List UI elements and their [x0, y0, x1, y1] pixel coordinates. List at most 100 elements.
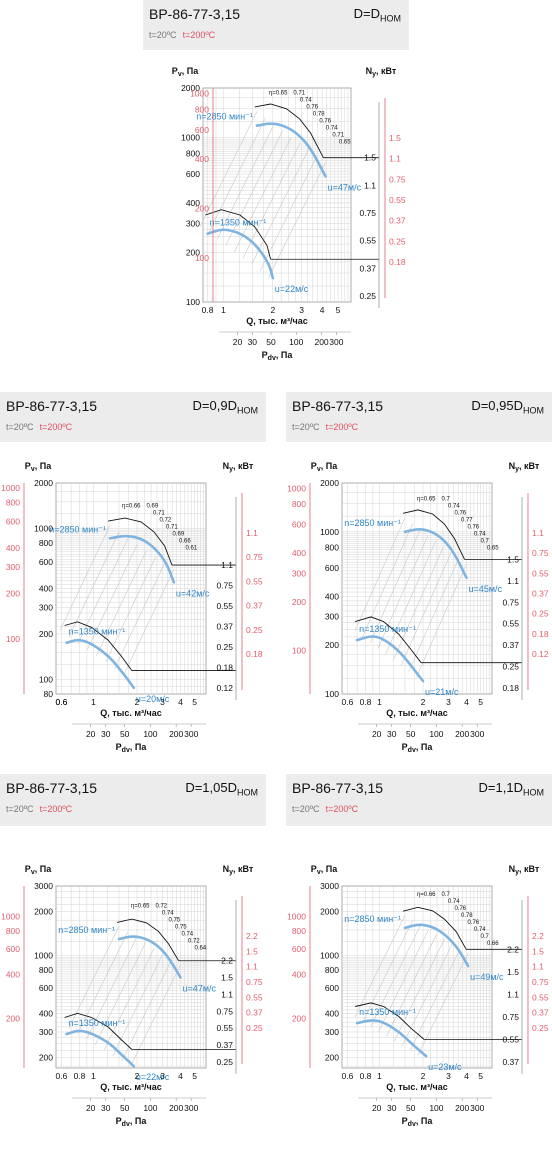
- power-tick-label: 1.1: [507, 989, 519, 999]
- q-tick-label: 0.6: [56, 697, 68, 707]
- power-tick-label: 0.25: [216, 642, 233, 652]
- red-power-tick-label: 1.5: [532, 946, 544, 956]
- pressure-tick-label: 80: [44, 689, 54, 699]
- efficiency-label: η=0.65: [417, 496, 436, 502]
- pressure-tick-label: 100: [39, 674, 53, 684]
- fan-curve: [403, 528, 468, 580]
- red-pressure-tick-label: 100: [6, 634, 20, 644]
- red-pressure-tick-label: 100: [292, 646, 306, 656]
- efficiency-line: [408, 557, 460, 672]
- pdv-axis-label: Pdv, Па: [402, 1116, 434, 1128]
- q-tick-label: 5: [478, 697, 483, 707]
- pressure-tick-label: 200: [325, 640, 339, 650]
- red-power-tick-label: 1.1: [389, 154, 401, 164]
- red-pressure-tick-label: 600: [6, 517, 20, 527]
- red-pressure-tick-label: 400: [292, 970, 306, 980]
- red-power-tick-label: 0.37: [246, 1008, 263, 1018]
- q-tick-label: 1: [91, 697, 96, 707]
- efficiency-line: [94, 942, 146, 1046]
- pressure-tick-label: 2000: [320, 907, 339, 917]
- power-tick-label: 0.55: [359, 236, 376, 246]
- temperature-legend: t=20ºC t=200ºC: [292, 804, 359, 814]
- pressure-tick-label: 100: [186, 297, 200, 307]
- red-pressure-tick-label: 1000: [190, 89, 209, 99]
- efficiency-label: 0.74: [474, 927, 486, 933]
- velocity-label: u=47м/с: [183, 983, 217, 993]
- red-pressure-tick-label: 1000: [287, 912, 306, 922]
- efficiency-line: [77, 931, 129, 1035]
- power-axis-title: Ny, кВт: [223, 461, 254, 473]
- pressure-tick-label: 400: [325, 591, 339, 601]
- q-tick-label: 1: [221, 305, 226, 315]
- efficiency-label: 0.71: [153, 510, 165, 516]
- efficiency-label: η=0.65: [269, 91, 288, 97]
- temperature-legend: t=20ºC t=200ºC: [6, 422, 73, 432]
- efficiency-line: [385, 540, 437, 655]
- series-label: n=2850 мин⁻¹: [344, 914, 401, 924]
- power-tick-label: 0.75: [502, 1012, 519, 1022]
- pdv-tick-label: 200: [314, 337, 328, 347]
- velocity-label: u=21м/с: [425, 687, 459, 697]
- power-curve: [108, 517, 173, 566]
- pdv-tick-label: 300: [470, 729, 484, 739]
- power-curve: [402, 906, 467, 950]
- q-tick-label: 0.6: [342, 1071, 354, 1081]
- power-curve: [64, 621, 133, 671]
- efficiency-label: 0.7: [441, 496, 450, 502]
- pressure-tick-label: 300: [39, 1027, 53, 1037]
- efficiency-line: [369, 529, 421, 643]
- pdv-tick-label: 200: [455, 1103, 469, 1113]
- fan-curve: [65, 1029, 136, 1068]
- pdv-axis-label: Pdv, Па: [262, 350, 294, 362]
- pressure-tick-label: 100: [325, 689, 339, 699]
- efficiency-label: 0.74: [300, 98, 312, 104]
- pdv-tick-label: 30: [101, 1103, 111, 1113]
- q-axis-label: Q, тыс. м³/час: [100, 708, 162, 718]
- pdv-tick-label: 30: [248, 337, 258, 347]
- q-tick-label: 5: [336, 305, 341, 315]
- red-pressure-tick-label: 800: [195, 105, 209, 115]
- red-power-tick-label: 0.25: [532, 609, 549, 619]
- pdv-tick-label: 30: [387, 1103, 397, 1113]
- efficiency-line: [234, 136, 292, 252]
- pressure-tick-label: 800: [39, 965, 53, 975]
- q-tick-label: 5: [478, 1071, 483, 1081]
- red-power-tick-label: 0.18: [389, 257, 406, 267]
- red-power-tick-label: 0.75: [246, 552, 263, 562]
- pressure-tick-label: 200: [39, 1053, 53, 1063]
- pressure-tick-label: 300: [325, 1027, 339, 1037]
- pressure-tick-label: 1000: [34, 523, 53, 533]
- efficiency-line: [378, 929, 429, 1032]
- pdv-tick-label: 50: [120, 729, 130, 739]
- power-curve: [254, 103, 324, 158]
- power-tick-label: 0.75: [216, 1006, 233, 1016]
- efficiency-line: [68, 531, 120, 638]
- efficiency-label: 0.61: [185, 545, 197, 551]
- red-pressure-tick-label: 400: [6, 543, 20, 553]
- pressure-tick-label: 1000: [320, 951, 339, 961]
- power-curve: [402, 509, 466, 560]
- power-curve: [355, 616, 422, 663]
- pdv-tick-label: 200: [169, 1103, 183, 1113]
- red-power-tick-label: 0.18: [246, 649, 263, 659]
- q-tick-label: 3: [160, 1071, 165, 1081]
- red-power-tick-label: 0.12: [532, 649, 549, 659]
- pressure-tick-label: 3000: [34, 881, 53, 891]
- efficiency-line: [354, 915, 406, 1018]
- efficiency-line: [370, 924, 422, 1027]
- red-power-tick-label: 1.1: [532, 528, 544, 538]
- red-power-tick-label: 0.37: [389, 216, 406, 226]
- efficiency-line: [394, 938, 445, 1042]
- q-tick-label: 0.8: [360, 697, 372, 707]
- pressure-tick-label: 1000: [181, 133, 200, 143]
- power-tick-label: 1.5: [364, 153, 376, 163]
- red-power-tick-label: 0.37: [532, 589, 549, 599]
- pressure-tick-label: 2000: [181, 83, 200, 93]
- efficiency-line: [112, 953, 164, 1056]
- red-pressure-tick-label: 800: [6, 498, 20, 508]
- red-pressure-tick-label: 1000: [287, 483, 306, 493]
- efficiency-label: 0.74: [162, 911, 174, 917]
- power-tick-label: 0.37: [502, 1057, 519, 1067]
- power-axis-title: Ny, кВт: [223, 864, 254, 876]
- velocity-label: u=47м/с: [328, 182, 362, 192]
